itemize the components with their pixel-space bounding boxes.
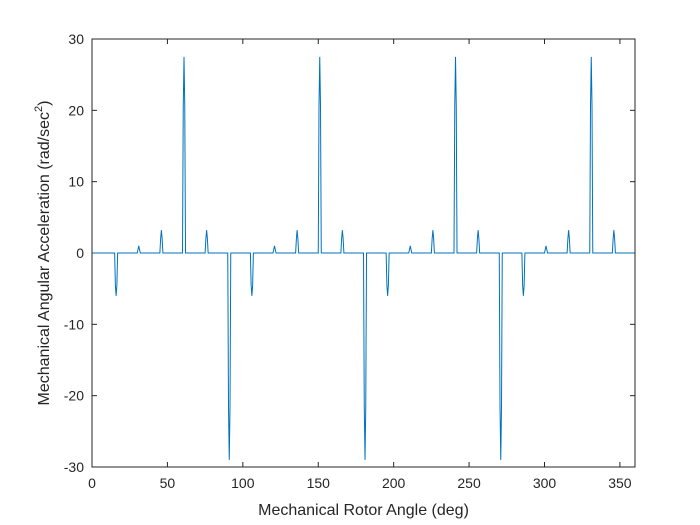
y-axis-label-main: Mechanical Angular Acceleration (rad/sec	[36, 112, 53, 406]
y-tick-label: 0	[76, 245, 84, 261]
tick-marks	[91, 38, 635, 468]
y-tick-label: 10	[68, 174, 84, 190]
y-tick-label: -20	[64, 388, 84, 404]
y-tick-label: -10	[64, 316, 84, 332]
y-tick-label: 20	[68, 102, 84, 118]
x-tick-label: 350	[608, 475, 632, 491]
x-tick-label: 0	[88, 475, 96, 491]
tick-labels: 0 50 100 150 200 250 300 350 -30 -20 -10 0 10 20 30	[64, 31, 632, 491]
y-tick-label: -30	[64, 459, 84, 475]
x-tick-label: 250	[457, 475, 481, 491]
x-tick-label: 300	[533, 475, 557, 491]
x-tick-label: 100	[231, 475, 255, 491]
y-tick-label: 30	[68, 31, 84, 47]
x-axis-label: Mechanical Rotor Angle (deg)	[258, 502, 469, 519]
y-axis-label-superscript: 2	[33, 106, 45, 112]
y-axis-label-end: )	[36, 101, 53, 106]
series-line	[92, 56, 635, 460]
x-tick-label: 50	[160, 475, 176, 491]
axes-box	[91, 38, 636, 468]
x-tick-label: 150	[307, 475, 331, 491]
x-tick-label: 200	[382, 475, 406, 491]
y-axis-label: Mechanical Angular Acceleration (rad/sec…	[33, 101, 53, 406]
